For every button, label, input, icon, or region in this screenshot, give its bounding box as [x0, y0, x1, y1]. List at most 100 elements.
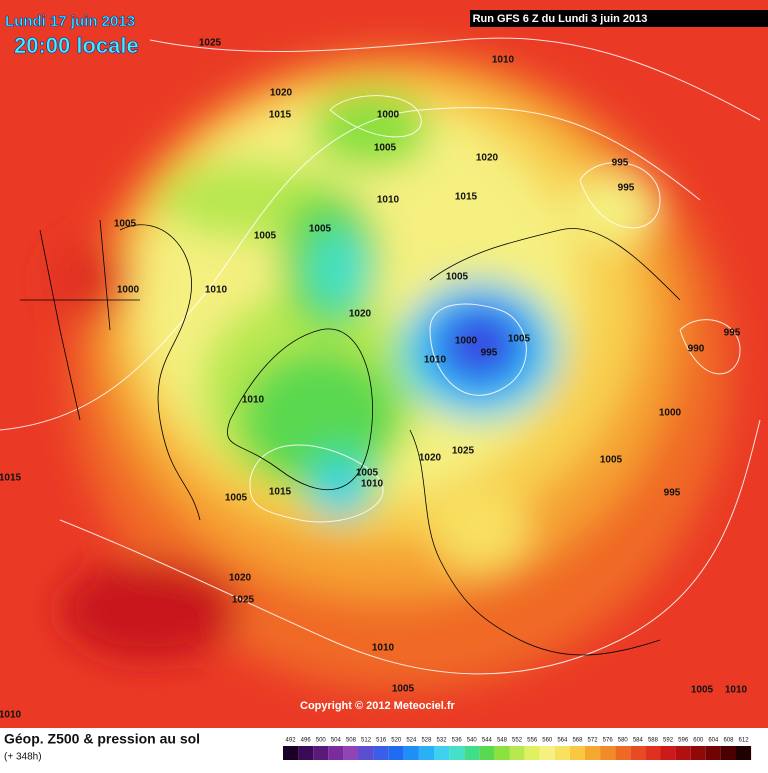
scale-swatch — [373, 746, 389, 760]
isobar-label: 1020 — [270, 88, 293, 99]
scale-swatch — [298, 746, 314, 760]
isobar-label: 1010 — [725, 685, 748, 696]
scale-label: 576 — [603, 738, 614, 744]
scale-swatch — [524, 746, 540, 760]
scale-swatch — [434, 746, 450, 760]
scale-swatch — [645, 746, 661, 760]
isobar-label: 1010 — [372, 643, 395, 654]
scale-label: 584 — [633, 738, 644, 744]
isobar-label: 1005 — [356, 468, 379, 479]
scale-label: 504 — [331, 738, 342, 744]
scale-label: 492 — [286, 738, 297, 744]
isobar-label: 1015 — [269, 110, 292, 121]
scale-swatch — [600, 746, 616, 760]
footer-lead: (+ 348h) — [4, 752, 42, 763]
scale-swatch — [464, 746, 480, 760]
scale-label: 552 — [512, 738, 523, 744]
isobar-label: 1010 — [377, 195, 400, 206]
scale-label: 580 — [618, 738, 629, 744]
scale-label: 540 — [467, 738, 478, 744]
scale-label: 564 — [557, 738, 568, 744]
scale-swatch — [615, 746, 631, 760]
isobar-label: 995 — [612, 158, 629, 169]
isobar-label: 1020 — [419, 453, 442, 464]
scale-swatch — [630, 746, 646, 760]
isobar-label: 1025 — [199, 38, 222, 49]
scale-label: 500 — [316, 738, 327, 744]
scale-swatch — [705, 746, 721, 760]
isobar-label: 990 — [688, 344, 705, 355]
isobar-label: 995 — [481, 348, 498, 359]
isobar-label: 1005 — [254, 231, 277, 242]
scale-label: 572 — [588, 738, 599, 744]
scale-label: 600 — [693, 738, 704, 744]
scale-swatch — [403, 746, 419, 760]
isobar-label: 1000 — [659, 408, 682, 419]
scale-label: 604 — [708, 738, 719, 744]
scale-label: 592 — [663, 738, 674, 744]
isobar-label: 1015 — [269, 487, 292, 498]
isobar-label: 1005 — [446, 272, 469, 283]
isobar-label: 1005 — [600, 455, 623, 466]
scale-label: 516 — [376, 738, 387, 744]
scale-swatch — [736, 746, 752, 760]
scale-swatch — [675, 746, 691, 760]
isobar-label: 1010 — [0, 710, 22, 721]
run-box — [470, 10, 768, 27]
isobar-label: 995 — [618, 183, 635, 194]
isobar-label: 1005 — [392, 684, 415, 695]
isobar-label: 1005 — [114, 219, 137, 230]
scale-swatch — [509, 746, 525, 760]
copyright: Copyright © 2012 Meteociel.fr — [300, 700, 456, 712]
run-info: Run GFS 6 Z du Lundi 3 juin 2013 — [473, 13, 648, 25]
isobar-label: 1005 — [508, 334, 531, 345]
scale-swatch — [479, 746, 495, 760]
scale-label: 520 — [391, 738, 402, 744]
isobar-label: 1015 — [455, 192, 478, 203]
scale-swatch — [539, 746, 555, 760]
isobar-label: 1025 — [232, 595, 255, 606]
isobar-label: 1010 — [205, 285, 228, 296]
scale-label: 536 — [452, 738, 463, 744]
scale-swatch — [343, 746, 359, 760]
isobar-label: 1020 — [229, 573, 252, 584]
isobar-label: 1005 — [691, 685, 714, 696]
coastlines — [20, 219, 681, 656]
scale-swatch — [660, 746, 676, 760]
isobar-label: 1025 — [452, 446, 475, 457]
footer-title: Géop. Z500 & pression au sol — [4, 731, 200, 747]
scale-swatch — [388, 746, 404, 760]
scale-label: 556 — [527, 738, 538, 744]
scale-label: 588 — [648, 738, 659, 744]
scale-swatch — [313, 746, 329, 760]
scale-label: 496 — [301, 738, 312, 744]
isobar-label: 1010 — [492, 55, 515, 66]
scale-label: 608 — [723, 738, 734, 744]
scale-label: 560 — [542, 738, 553, 744]
scale-swatch — [418, 746, 434, 760]
forecast-time: 20:00 locale — [14, 33, 139, 58]
scale-swatch — [358, 746, 374, 760]
isobar-label: 1000 — [455, 336, 478, 347]
scale-label: 596 — [678, 738, 689, 744]
isobar-label: 1010 — [361, 479, 384, 490]
scale-swatch — [690, 746, 706, 760]
scale-swatch — [569, 746, 585, 760]
scale-label: 612 — [739, 738, 750, 744]
scale-label: 568 — [572, 738, 583, 744]
isobars — [0, 37, 761, 675]
scale-swatch — [449, 746, 465, 760]
scale-swatch — [585, 746, 601, 760]
isobar-label: 1020 — [476, 153, 499, 164]
isobar-label: 1010 — [424, 355, 447, 366]
scale-label: 532 — [437, 738, 448, 744]
isobar-label: 1000 — [117, 285, 140, 296]
isobar-label: 995 — [664, 488, 681, 499]
color-scale: 492 496 500 504 508 512 516 520 524 528 532 536 540 5… — [283, 738, 752, 760]
scale-label: 548 — [497, 738, 508, 744]
isobar-label: 1005 — [225, 493, 248, 504]
scale-swatch — [328, 746, 344, 760]
scale-label: 544 — [482, 738, 493, 744]
scale-swatch — [494, 746, 510, 760]
